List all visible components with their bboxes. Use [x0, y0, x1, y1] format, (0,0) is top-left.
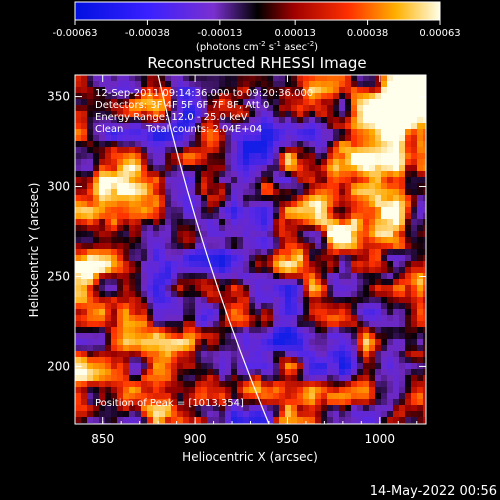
- solar-limb-line: [157, 75, 270, 424]
- colorbar: [74, 1, 441, 21]
- colorbar-tick-label: 0.00013: [274, 28, 315, 39]
- y-tick-label: 350: [47, 90, 70, 104]
- annotation-time: 12-Sep-2011 09:14:36.000 to 09:20:36.000: [95, 88, 313, 99]
- y-tick-label: 300: [47, 180, 70, 194]
- x-axis-label: Heliocentric X (arcsec): [182, 450, 318, 464]
- colorbar-tick-label: 0.00038: [347, 28, 388, 39]
- colorbar-units: (photons cm-2 s-1 asec-2): [196, 40, 318, 53]
- colorbar-tick-label: -0.00063: [53, 28, 98, 39]
- colorbar-tick-label: -0.00013: [197, 28, 242, 39]
- footer-date: 14-May-2022 00:56: [370, 484, 497, 499]
- y-axis-label: Heliocentric Y (arcsec): [27, 183, 41, 318]
- x-tick-label: 900: [184, 432, 207, 446]
- chart-title: Reconstructed RHESSI Image: [147, 54, 366, 72]
- colorbar-tick-label: 0.00063: [419, 28, 460, 39]
- heatmap-image: [75, 75, 426, 424]
- colorbar-tick-label: -0.00038: [125, 28, 170, 39]
- y-tick-label: 250: [47, 269, 70, 283]
- x-tick-label: 950: [276, 432, 299, 446]
- annotation-peak: Position of Peak = [1013,354]: [95, 398, 244, 409]
- x-tick-label: 850: [91, 432, 114, 446]
- annotation-clean: Clean: [95, 124, 123, 135]
- x-tick-label: 1000: [365, 432, 396, 446]
- annotation-detectors: Detectors: 3F 4F 5F 6F 7F 8F, Att 0: [95, 100, 269, 111]
- annotation-counts: Total counts: 2.04E+04: [145, 124, 262, 135]
- y-tick-label: 200: [47, 359, 70, 373]
- annotation-energy: Energy Range: 12.0 - 25.0 keV: [95, 112, 248, 123]
